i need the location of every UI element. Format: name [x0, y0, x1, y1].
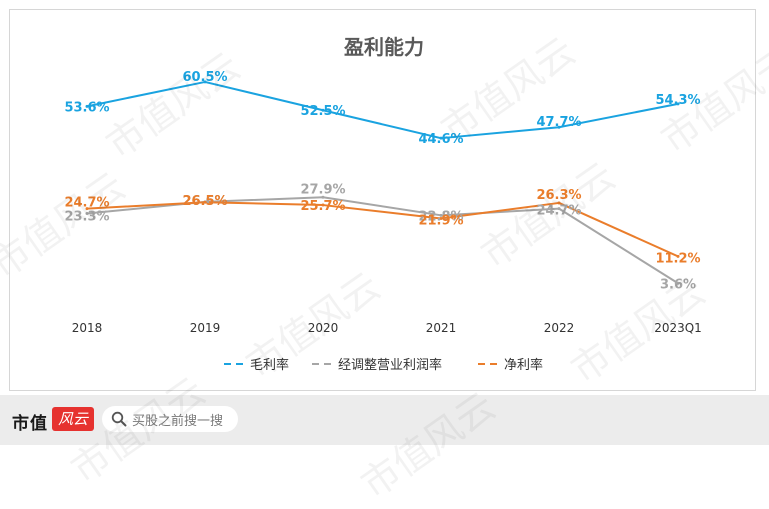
data-label: 26.5%: [182, 194, 227, 209]
data-point: [557, 201, 561, 205]
profitability-chart: 盈利能力 53.6% 60.5% 52.5% 44.6% 47.7% 54.3% 23.3%…: [64, 35, 702, 373]
data-label: 25.7%: [300, 199, 345, 214]
search-placeholder: 买股之前搜一搜: [132, 414, 224, 429]
data-point: [557, 207, 561, 211]
data-label: 3.6%: [660, 277, 696, 292]
data-point: [676, 254, 680, 258]
data-point: [676, 281, 680, 285]
search-box[interactable]: 买股之前搜一搜: [102, 406, 238, 432]
data-point: [439, 213, 443, 217]
data-label: 11.2%: [655, 251, 700, 266]
data-label: 23.3%: [64, 210, 109, 225]
series-line: [86, 196, 679, 285]
label-layer: 53.6% 60.5% 52.5% 44.6% 47.7% 54.3% 23.3% 26.6%…: [64, 70, 700, 292]
legend-label: 净利率: [504, 357, 543, 373]
data-label: 26.3%: [536, 188, 581, 203]
series-layer: [85, 80, 680, 285]
data-point: [439, 217, 443, 221]
brand-logo-badge: 风云: [52, 407, 94, 431]
data-point: [321, 195, 325, 199]
legend: 毛利率 经调整营业利润率 净利率: [224, 357, 543, 373]
x-tick-label: 2023Q1: [654, 321, 702, 335]
data-label: 44.6%: [418, 132, 463, 147]
series-line: [86, 201, 679, 258]
legend-label: 经调整营业利润率: [338, 357, 442, 373]
data-point: [203, 200, 207, 204]
data-point: [85, 207, 89, 211]
data-label: 22.8%: [418, 209, 463, 224]
data-label: 24.7%: [536, 204, 581, 219]
series-line: [86, 80, 679, 140]
data-label: 24.7%: [64, 196, 109, 211]
x-tick-label: 2021: [426, 321, 457, 335]
data-point: [321, 108, 325, 112]
x-axis: 2018 2019 2020 2021 2022 2023Q1: [72, 321, 702, 335]
data-point: [85, 104, 89, 108]
data-label: 60.5%: [182, 70, 227, 85]
data-label: 27.9%: [300, 182, 345, 197]
data-point: [203, 80, 207, 84]
legend-label: 毛利率: [250, 357, 289, 373]
x-tick-label: 2018: [72, 321, 103, 335]
data-label: 47.7%: [536, 115, 581, 130]
data-label: 21.9%: [418, 214, 463, 229]
data-label: 53.6%: [64, 100, 109, 115]
search-icon: [111, 411, 127, 427]
chart-card: [9, 9, 756, 391]
brand-logo-text: 市值: [12, 414, 48, 434]
footer-bar: 市值 风云 买股之前搜一搜: [0, 395, 769, 445]
data-point: [676, 102, 680, 106]
data-label: 52.5%: [300, 104, 345, 119]
data-point: [85, 212, 89, 216]
x-tick-label: 2020: [308, 321, 339, 335]
data-label: 54.3%: [655, 93, 700, 108]
data-point: [321, 203, 325, 207]
data-point: [557, 125, 561, 129]
data-point: [439, 136, 443, 140]
data-label: 26.6%: [182, 194, 227, 209]
x-tick-label: 2022: [544, 321, 575, 335]
x-tick-label: 2019: [190, 321, 221, 335]
chart-title: 盈利能力: [343, 35, 424, 59]
